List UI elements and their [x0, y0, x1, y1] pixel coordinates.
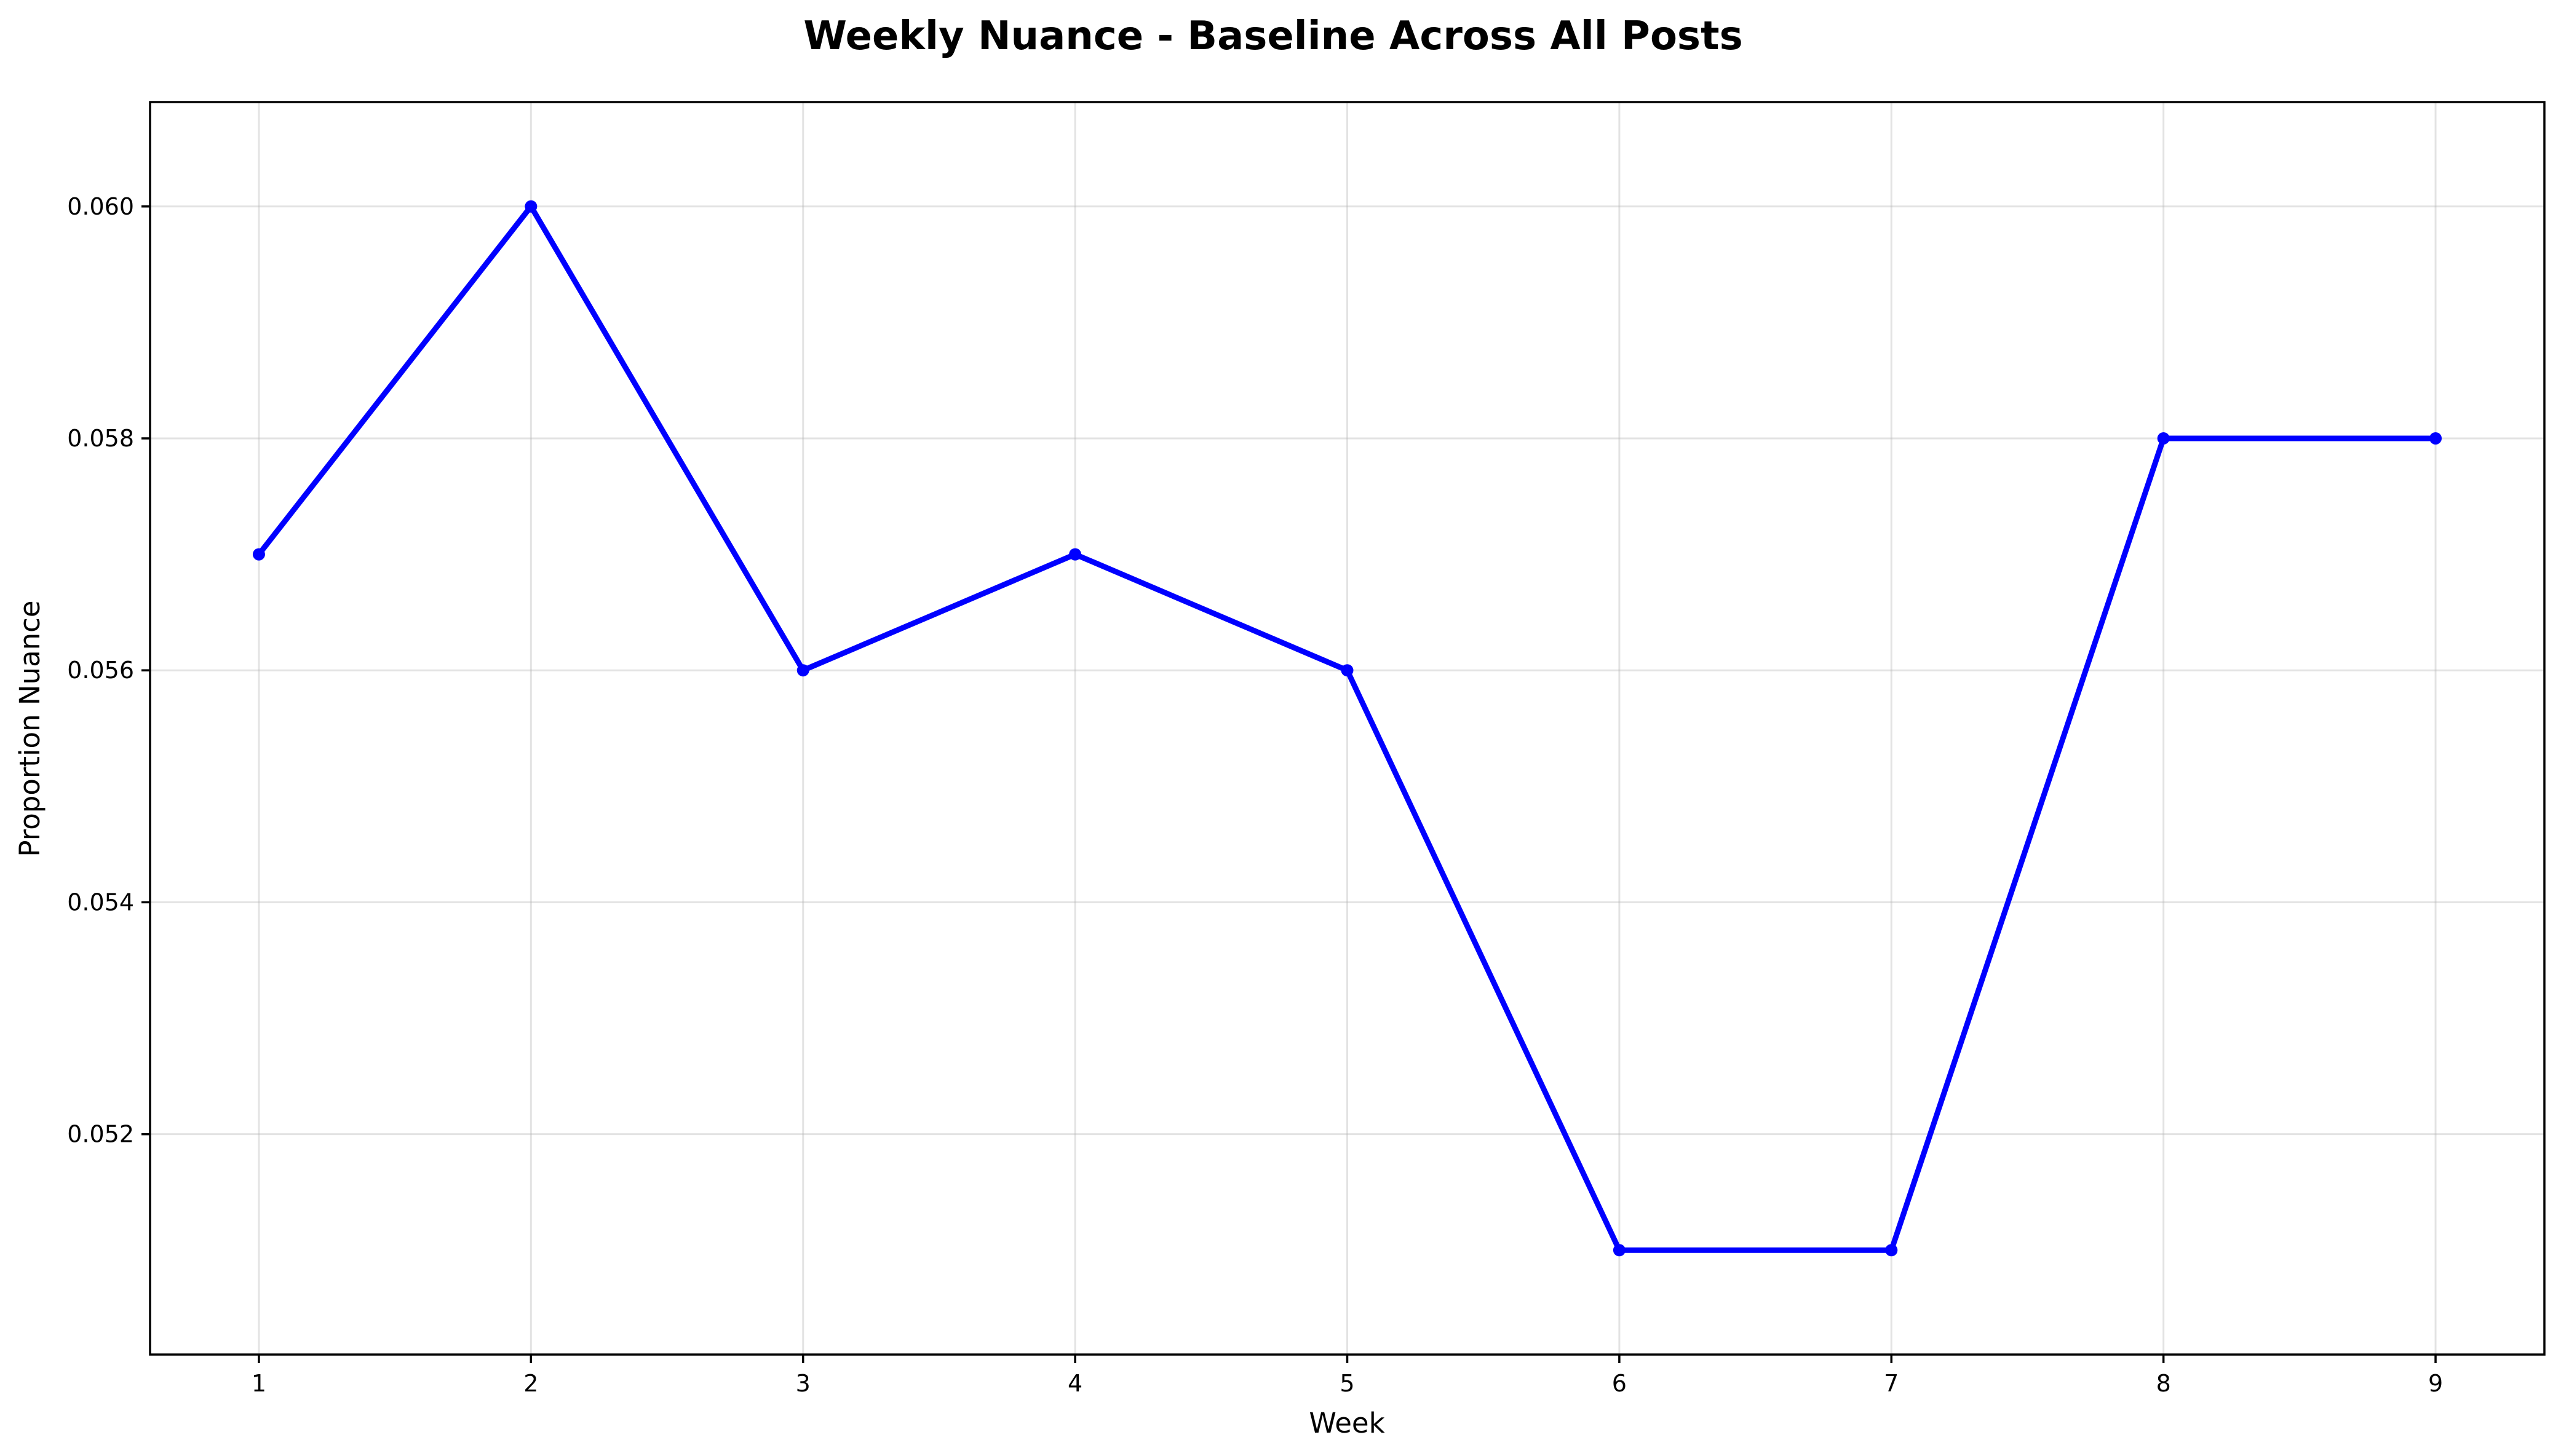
- y-tick-label: 0.058: [67, 425, 134, 452]
- data-point: [1613, 1244, 1626, 1257]
- data-point: [1341, 664, 1354, 677]
- x-tick-label: 2: [523, 1370, 538, 1397]
- x-tick-label: 8: [2156, 1370, 2171, 1397]
- x-tick-label: 9: [2428, 1370, 2443, 1397]
- data-point: [525, 200, 538, 213]
- data-point: [796, 664, 809, 677]
- y-tick-label: 0.054: [67, 888, 134, 916]
- x-axis-label: Week: [1309, 1407, 1384, 1439]
- series-layer: [252, 200, 2442, 1257]
- x-tick-label: 7: [1884, 1370, 1899, 1397]
- x-tick-label: 1: [252, 1370, 266, 1397]
- data-point: [2429, 432, 2442, 445]
- chart-title: Weekly Nuance - Baseline Across All Post…: [803, 14, 1742, 59]
- data-point: [2157, 432, 2170, 445]
- x-tick-label: 6: [1612, 1370, 1627, 1397]
- data-point: [252, 548, 265, 561]
- y-tick-label: 0.052: [67, 1121, 134, 1148]
- y-tick-label: 0.056: [67, 657, 134, 684]
- ticks: 1 2 3 4 5 6 7 8 9 0.052 0.054 0.056 0.058 0.060: [67, 193, 2443, 1397]
- y-axis-label: Proportion Nuance: [14, 600, 46, 857]
- data-point: [1069, 548, 1082, 561]
- x-tick-label: 4: [1068, 1370, 1082, 1397]
- x-tick-label: 3: [796, 1370, 811, 1397]
- x-tick-label: 5: [1340, 1370, 1354, 1397]
- grid: [150, 102, 2544, 1355]
- y-tick-label: 0.060: [67, 193, 134, 220]
- data-point: [1885, 1244, 1898, 1257]
